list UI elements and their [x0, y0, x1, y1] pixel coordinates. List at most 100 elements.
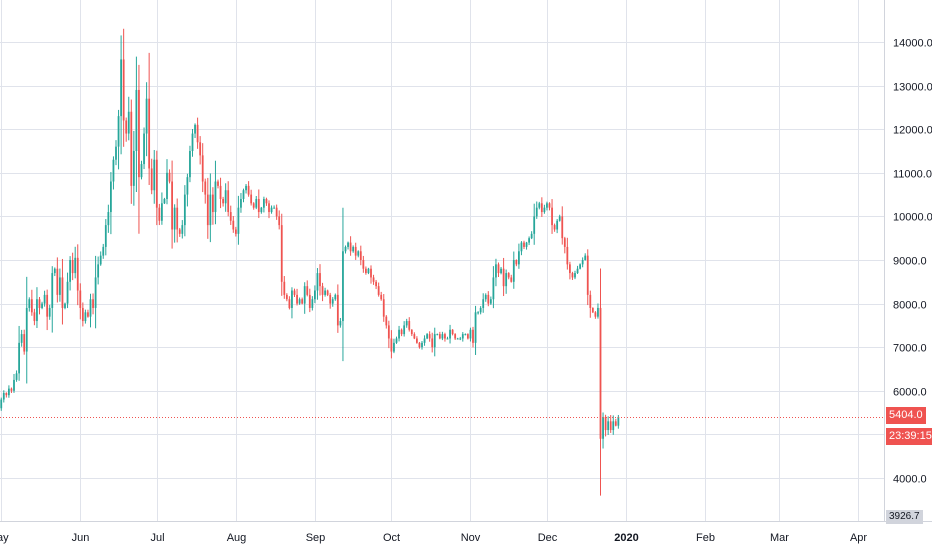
candle — [339, 317, 342, 328]
candle-body — [431, 338, 434, 348]
candle-body — [505, 273, 508, 287]
candle-body — [464, 334, 467, 336]
candle-body — [523, 242, 525, 247]
candle-body — [359, 251, 362, 260]
candle-body — [71, 260, 74, 274]
candle — [365, 266, 367, 275]
candle-body — [352, 246, 355, 252]
candle-body — [158, 207, 161, 221]
candle — [130, 99, 133, 204]
candle-body — [66, 281, 69, 304]
candle-body — [273, 207, 275, 209]
candle — [599, 268, 602, 496]
candle — [257, 189, 260, 219]
x-tick-label: Feb — [696, 532, 715, 544]
candle-body — [461, 334, 464, 339]
candle — [551, 199, 553, 234]
candle-body — [551, 207, 553, 226]
candle — [5, 392, 8, 398]
candle — [487, 291, 490, 307]
candle-body — [268, 203, 270, 213]
candle-body — [168, 172, 171, 182]
candle — [166, 159, 168, 205]
candle — [168, 169, 171, 184]
candle — [245, 184, 247, 194]
candle-body — [303, 286, 306, 304]
candle — [418, 341, 421, 349]
y-tick-label: 9000.0 — [893, 256, 927, 268]
candle — [97, 256, 100, 285]
candle — [482, 293, 485, 313]
candle — [79, 283, 82, 320]
x-axis[interactable]: ay Jun Jul Aug Sep Oct Nov Dec 2020 Feb Mar Apr — [0, 532, 867, 544]
candle-body — [255, 198, 258, 208]
candle — [234, 226, 237, 237]
candle-body — [127, 111, 130, 134]
candle — [546, 201, 548, 211]
candle-body — [196, 124, 199, 143]
candle — [479, 306, 482, 315]
candle-body — [375, 281, 377, 287]
candle — [250, 189, 253, 206]
candle — [548, 202, 551, 211]
candle-body — [178, 229, 181, 234]
candle-body — [365, 268, 367, 274]
candle — [426, 333, 428, 340]
x-tick-label: Jul — [150, 532, 164, 544]
candle — [540, 197, 543, 217]
candle-body — [533, 216, 536, 234]
candle-body — [296, 294, 298, 304]
candle-body — [413, 334, 416, 339]
candle-body — [502, 268, 505, 287]
candle — [362, 255, 365, 273]
candle-body — [56, 268, 59, 295]
candle-body — [436, 334, 439, 336]
countdown-badge: 23:39:15 — [886, 428, 932, 445]
candle — [56, 257, 59, 303]
candle — [69, 256, 71, 291]
candle-body — [161, 203, 163, 221]
candle-body — [38, 299, 41, 308]
candle — [614, 418, 617, 427]
candle — [377, 282, 380, 297]
candle — [586, 249, 589, 306]
candle — [13, 373, 15, 393]
candle — [30, 289, 33, 316]
candle — [199, 136, 202, 165]
candle-body — [377, 286, 380, 295]
candle — [181, 220, 184, 239]
candle-body — [604, 416, 607, 431]
candle-body — [237, 207, 240, 234]
candle-body — [385, 316, 388, 326]
candle — [505, 269, 508, 294]
candle-body — [87, 312, 89, 317]
candle-body — [367, 268, 370, 274]
candle — [342, 207, 344, 362]
candle-body — [176, 207, 179, 230]
y-axis[interactable]: 14000.0 13000.0 12000.0 11000.0 10000.0 9000.… — [893, 38, 932, 486]
candle — [87, 309, 89, 318]
candle — [189, 145, 191, 183]
candle — [372, 274, 375, 285]
candle-body — [206, 194, 209, 226]
candle-body — [20, 334, 23, 343]
candle — [390, 330, 393, 359]
candle-body — [41, 303, 43, 308]
candle — [543, 204, 546, 214]
candle-body — [43, 294, 46, 304]
candle-body — [316, 273, 319, 291]
candle — [132, 130, 135, 206]
candle — [354, 242, 357, 260]
candle-body — [263, 198, 265, 208]
candle — [510, 274, 513, 283]
candle — [492, 266, 495, 309]
candle — [196, 117, 199, 149]
candle-body — [257, 198, 260, 213]
candle — [240, 193, 242, 213]
candle-body — [398, 329, 400, 339]
candle — [263, 196, 265, 213]
candle-body — [574, 273, 576, 278]
candle — [81, 302, 84, 327]
candle-body — [245, 185, 247, 191]
